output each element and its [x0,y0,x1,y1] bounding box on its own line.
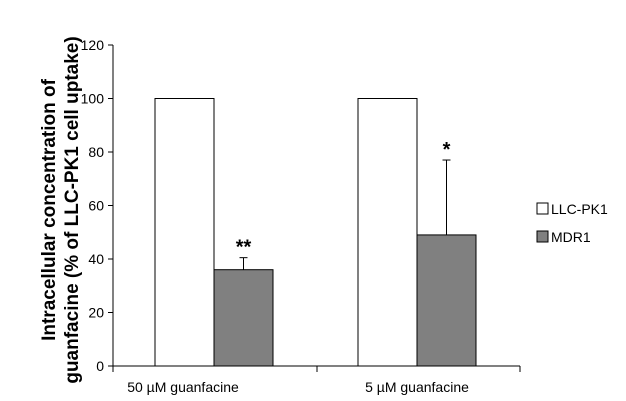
legend-label: LLC-PK1 [551,201,608,217]
y-tick-label: 80 [88,144,104,160]
bar-llc-pk1 [154,98,215,367]
y-axis-title-line1: Intracellular concentration of [39,78,60,340]
y-tick-label: 100 [81,91,105,107]
legend-swatch [536,230,549,243]
bar-mdr1 [416,234,477,367]
significance-marker: ** [236,237,252,259]
legend-label: MDR1 [551,229,591,245]
significance-marker: * [443,139,451,161]
y-tick-label: 20 [88,305,104,321]
y-tick-label: 60 [88,198,104,214]
y-tick-label: 120 [81,37,105,53]
bar-mdr1 [213,269,274,367]
x-category-label: 5 µM guanfacine [365,379,469,395]
y-tick-label: 0 [96,358,104,374]
y-tick-label: 40 [88,251,104,267]
legend: LLC-PK1 MDR1 [536,201,608,245]
x-category-label: 50 µM guanfacine [127,379,239,395]
y-axis-title: Intracellular concentration of guanfacin… [39,36,83,383]
plot-area: 0 20 40 60 80 100 120 50 µM guanfacine 5 µM guan… [81,37,521,395]
legend-swatch [536,202,549,215]
y-axis-title-line2: guanfacine (% of LLC-PK1 cell uptake) [62,36,83,383]
bar-llc-pk1 [357,98,418,367]
